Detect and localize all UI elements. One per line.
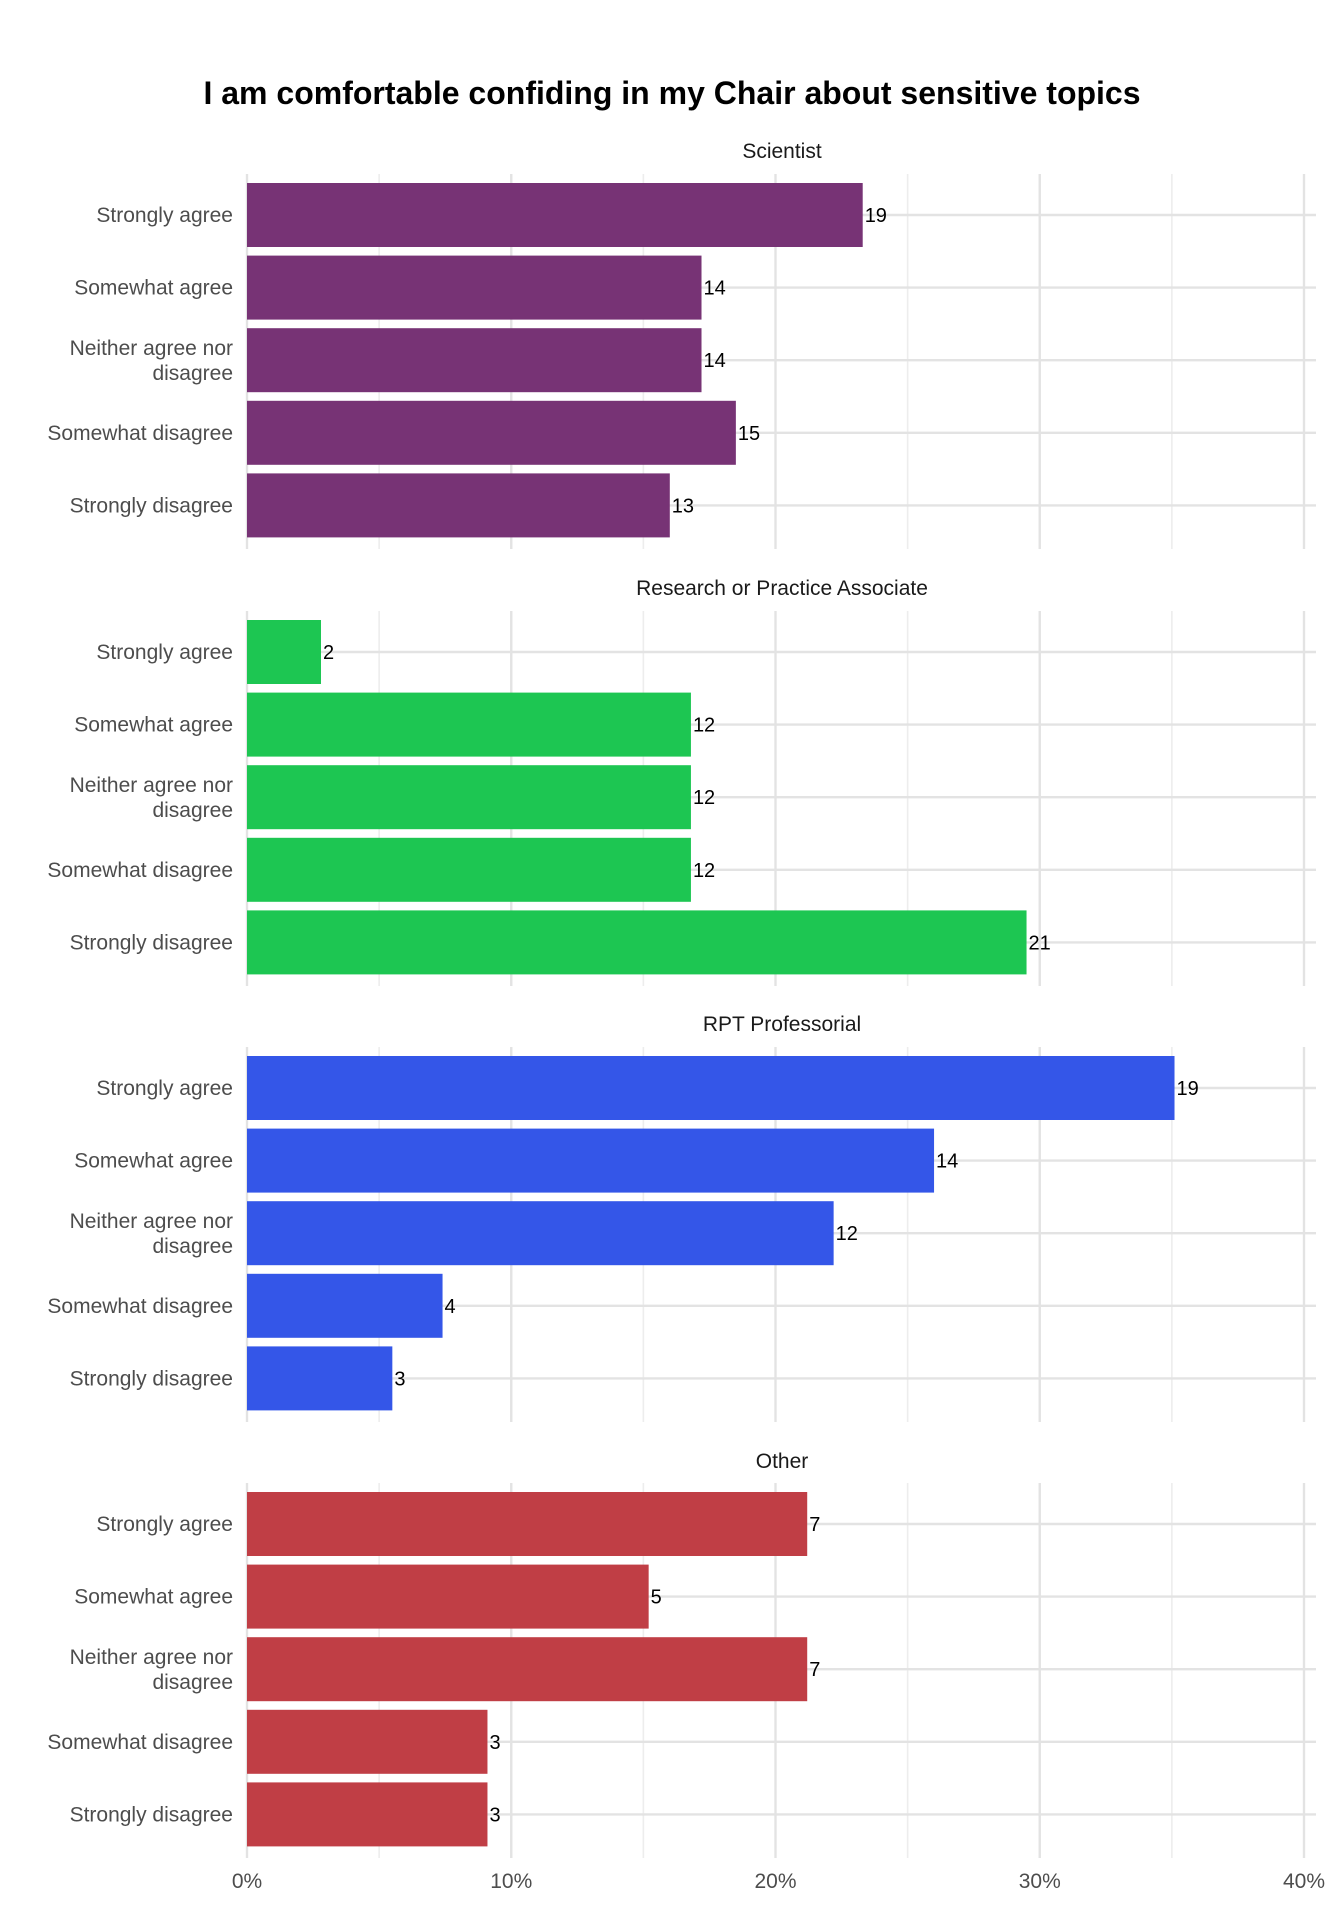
bar-count-label: 12 <box>836 1223 858 1245</box>
y-tick-label: Strongly agree <box>96 1077 233 1100</box>
bar <box>247 1564 649 1629</box>
bar-count-label: 21 <box>1029 932 1051 954</box>
bar <box>247 1492 808 1556</box>
y-tick-label-line: Neither agree nor <box>70 774 233 797</box>
y-tick-label-line: disagree <box>152 799 233 822</box>
x-tick-label: 40% <box>1283 1870 1325 1893</box>
facet-panel: Other 7 Strongly agree 5 Somewhat agree 7 Neit… <box>47 1450 1316 1858</box>
bar-count-label: 12 <box>693 787 715 809</box>
bar-count-label: 3 <box>394 1368 405 1390</box>
bar <box>247 1273 443 1338</box>
y-tick-label: Somewhat agree <box>74 277 233 300</box>
facet-panel: Scientist 19 Strongly agree 14 Somewhat agre… <box>47 140 1316 549</box>
bar-count-label: 14 <box>704 350 726 372</box>
y-tick-label-line: disagree <box>152 1235 233 1258</box>
bar <box>247 910 1027 975</box>
y-tick-label: Strongly disagree <box>70 931 233 954</box>
y-tick-label: Somewhat disagree <box>47 422 233 445</box>
y-tick-label: Somewhat agree <box>74 1586 233 1609</box>
y-tick-label: Neither agree nor disagree <box>70 774 233 822</box>
y-tick-label-line: Neither agree nor <box>70 337 233 360</box>
bar-count-label: 15 <box>738 423 760 445</box>
bar-count-label: 2 <box>323 642 334 664</box>
bar-count-label: 19 <box>865 205 887 227</box>
facet-label: Research or Practice Associate <box>636 577 928 600</box>
y-tick-label: Somewhat agree <box>74 1150 233 1173</box>
x-tick-label: 0% <box>232 1870 262 1893</box>
bar <box>247 1709 488 1774</box>
bar-count-label: 14 <box>936 1151 958 1173</box>
bar <box>247 400 736 465</box>
facet-label: Other <box>756 1450 809 1473</box>
facet-panel: RPT Professorial 19 Strongly agree 14 Somewh… <box>47 1013 1316 1422</box>
y-tick-label-line: Neither agree nor <box>70 1646 233 1669</box>
bar <box>247 1346 393 1411</box>
facet-label: Scientist <box>742 140 822 163</box>
chart-title: I am comfortable confiding in my Chair a… <box>203 75 1140 111</box>
y-tick-label: Somewhat agree <box>74 714 233 737</box>
bar-count-label: 13 <box>672 495 694 517</box>
bar-count-label: 19 <box>1177 1078 1199 1100</box>
y-tick-label: Neither agree nor disagree <box>70 337 233 385</box>
y-tick-label-line: disagree <box>152 1671 233 1694</box>
y-tick-label: Strongly agree <box>96 1513 233 1536</box>
bar-count-label: 7 <box>809 1659 820 1681</box>
x-tick-label: 20% <box>754 1870 796 1893</box>
x-tick-label: 30% <box>1019 1870 1061 1893</box>
bar <box>247 328 702 393</box>
x-tick-label: 10% <box>490 1870 532 1893</box>
bar-count-label: 7 <box>809 1514 820 1536</box>
bar <box>247 1056 1175 1120</box>
y-tick-label-line: disagree <box>152 362 233 385</box>
bar <box>247 1637 808 1702</box>
bar-count-label: 12 <box>693 860 715 882</box>
bar <box>247 473 670 538</box>
y-tick-label: Strongly disagree <box>70 494 233 517</box>
bar <box>247 255 702 320</box>
bar <box>247 765 691 830</box>
y-tick-label-line: Neither agree nor <box>70 1210 233 1233</box>
y-tick-label: Somewhat disagree <box>47 859 233 882</box>
facet-panel: Research or Practice Associate 2 Strongly … <box>47 577 1316 986</box>
bar <box>247 1128 935 1193</box>
bar <box>247 1782 488 1847</box>
y-tick-label: Strongly disagree <box>70 1803 233 1826</box>
bar-count-label: 5 <box>651 1587 662 1609</box>
bar-count-label: 12 <box>693 715 715 737</box>
y-tick-label: Neither agree nor disagree <box>70 1210 233 1258</box>
y-tick-label: Somewhat disagree <box>47 1295 233 1318</box>
y-tick-label: Strongly agree <box>96 204 233 227</box>
bar <box>247 183 863 247</box>
bar <box>247 1201 834 1266</box>
bar-count-label: 3 <box>489 1804 500 1826</box>
y-tick-label: Strongly agree <box>96 641 233 664</box>
facet-label: RPT Professorial <box>703 1013 861 1036</box>
bar <box>247 837 691 902</box>
y-tick-label: Somewhat disagree <box>47 1731 233 1754</box>
bar-count-label: 14 <box>704 278 726 300</box>
bar-count-label: 3 <box>489 1732 500 1754</box>
bar <box>247 692 691 757</box>
y-tick-label: Neither agree nor disagree <box>70 1646 233 1694</box>
bar <box>247 620 321 684</box>
y-tick-label: Strongly disagree <box>70 1367 233 1390</box>
bar-count-label: 4 <box>445 1296 456 1318</box>
